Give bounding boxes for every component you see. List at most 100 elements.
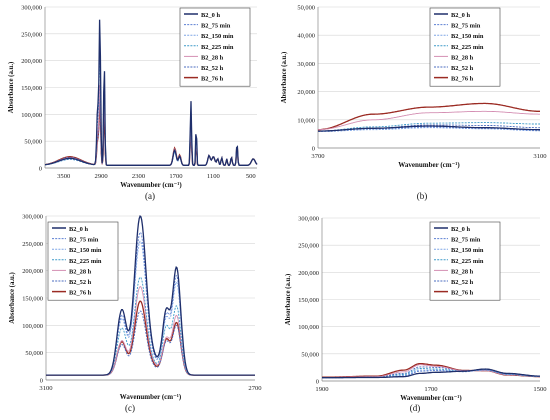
y-tick-label: 100,000 — [21, 112, 42, 119]
y-tick-label: 150,000 — [21, 85, 42, 92]
x-tick-label: 1900 — [315, 386, 329, 393]
legend-entry: B2_150 min — [451, 247, 484, 254]
y-tick-label: 0 — [312, 146, 315, 153]
legend-entry: B2_28 h — [69, 268, 92, 275]
y-tick-label: 50,000 — [297, 5, 315, 12]
legend-entry: B2_28 h — [451, 54, 474, 61]
x-tick-label: 3500 — [57, 173, 71, 180]
x-axis-label: Wavenumber (cm⁻¹) — [120, 393, 182, 401]
x-tick-label: 1700 — [424, 386, 438, 393]
x-tick-label: 2900 — [95, 173, 109, 180]
legend-entry: B2_75 min — [451, 237, 481, 244]
x-tick-label: 2700 — [248, 385, 262, 392]
legend-entry: B2_75 min — [69, 237, 99, 244]
y-tick-label: 300,000 — [21, 5, 42, 12]
y-tick-label: 50,000 — [24, 139, 42, 146]
x-tick-label: 1700 — [169, 173, 183, 180]
y-tick-label: 0 — [39, 166, 42, 173]
y-tick-label: 100,000 — [298, 324, 319, 331]
panel-label: (c) — [125, 403, 135, 413]
legend-entry: B2_52 h — [201, 65, 224, 72]
y-tick-label: 300,000 — [298, 216, 319, 223]
series-line-b2-150-min — [318, 127, 540, 133]
legend-entry: B2_76 h — [451, 76, 474, 83]
y-tick-label: 10,000 — [297, 117, 315, 124]
series-line-b2-0-h — [46, 215, 255, 376]
legend-entry: B2_0 h — [201, 12, 220, 19]
legend: B2_0 h B2_75 min B2_150 min B2_225 min B2_28… — [429, 221, 501, 301]
y-tick-label: 250,000 — [298, 243, 319, 250]
legend-entry: B2_150 min — [451, 33, 484, 40]
x-axis-label: Wavenumber (cm⁻¹) — [120, 181, 182, 189]
panel-label: (a) — [145, 191, 155, 201]
x-tick-label: 3100 — [39, 385, 53, 392]
x-tick-label: 2300 — [132, 173, 146, 180]
x-tick-label: 1100 — [207, 173, 221, 180]
x-tick-label: 3700 — [311, 153, 325, 160]
y-tick-label: 50,000 — [25, 350, 43, 357]
panel-label: (d) — [410, 403, 421, 413]
series-line-b2-76-h — [44, 100, 258, 167]
y-tick-label: 20,000 — [297, 89, 315, 96]
legend-box — [179, 7, 251, 87]
legend-entry: B2_52 h — [69, 279, 92, 286]
legend-box — [47, 221, 119, 301]
chart-panel-d: 0 50,000 100,000 150,000 200,000 250,000 300,0… — [285, 216, 547, 414]
legend-entry: B2_52 h — [451, 279, 474, 286]
legend-entry: B2_75 min — [201, 23, 231, 30]
legend-entry: B2_76 h — [201, 76, 224, 83]
legend: B2_0 h B2_75 min B2_150 min B2_225 min B2_28… — [429, 7, 501, 87]
chart-panel-c: 0 50,000 100,000 150,000 200,000 250,000 300,0… — [9, 214, 262, 414]
y-tick-label: 250,000 — [22, 241, 43, 248]
legend-entry: B2_76 h — [451, 290, 474, 297]
y-tick-label: 200,000 — [298, 270, 319, 277]
y-tick-label: 300,000 — [22, 214, 43, 221]
legend-entry: B2_75 min — [451, 23, 481, 30]
series-line-b2-225-min — [318, 122, 540, 132]
y-axis-label: Absorbance (a.u.) — [9, 272, 16, 324]
x-tick-label: 3100 — [533, 153, 547, 160]
y-tick-label: 0 — [40, 378, 43, 385]
panel-label: (b) — [417, 191, 428, 201]
legend-box — [429, 7, 501, 87]
chart-panel-a: 0 50,000 100,000 150,000 200,000 250,000 300,0… — [8, 5, 258, 201]
legend-entry: B2_225 min — [69, 258, 102, 265]
x-tick-label: 1500 — [533, 386, 547, 393]
legend-entry: B2_0 h — [69, 226, 88, 233]
y-tick-label: 40,000 — [297, 33, 315, 40]
x-tick-label: 500 — [246, 173, 257, 180]
y-tick-label: 50,000 — [301, 351, 319, 358]
legend-entry: B2_52 h — [451, 65, 474, 72]
y-axis-label: Absorbance (a.u.) — [8, 62, 15, 114]
series-line-b2-52-h — [46, 310, 255, 376]
x-axis-label: Wavenumber (cm⁻¹) — [398, 161, 460, 169]
legend-entry: B2_28 h — [201, 54, 224, 61]
chart-panel-b: 0 10,000 20,000 30,000 40,000 50,000 3700 3100 W… — [281, 5, 547, 202]
series-line-b2-0-h — [44, 19, 258, 167]
y-tick-label: 0 — [316, 379, 319, 386]
legend: B2_0 h B2_75 min B2_150 min B2_225 min B2_28… — [47, 221, 119, 301]
y-tick-label: 200,000 — [21, 58, 42, 65]
y-tick-label: 250,000 — [21, 31, 42, 38]
series-line-b2-28-h — [318, 110, 540, 131]
y-tick-label: 30,000 — [297, 61, 315, 68]
legend-entry: B2_76 h — [69, 290, 92, 297]
legend-entry: B2_0 h — [451, 226, 470, 233]
y-tick-label: 200,000 — [22, 268, 43, 275]
legend: B2_0 h B2_75 min B2_150 min B2_225 min B2_28… — [179, 7, 251, 87]
legend-entry: B2_150 min — [201, 33, 234, 40]
y-axis-label: Absorbance (a.u.) — [285, 274, 292, 326]
x-axis-label: Wavenumber (cm⁻¹) — [400, 394, 462, 402]
legend-entry: B2_225 min — [201, 44, 234, 51]
y-tick-label: 100,000 — [22, 323, 43, 330]
y-tick-label: 150,000 — [298, 297, 319, 304]
y-tick-label: 150,000 — [22, 296, 43, 303]
series-line-b2-52-h — [44, 98, 258, 166]
series-line-b2-76-h — [318, 102, 540, 131]
y-axis-label: Absorbance (a.u.) — [281, 52, 288, 104]
legend-entry: B2_225 min — [451, 258, 484, 265]
legend-box — [429, 221, 501, 301]
legend-entry: B2_225 min — [451, 44, 484, 51]
legend-entry: B2_150 min — [69, 247, 102, 254]
